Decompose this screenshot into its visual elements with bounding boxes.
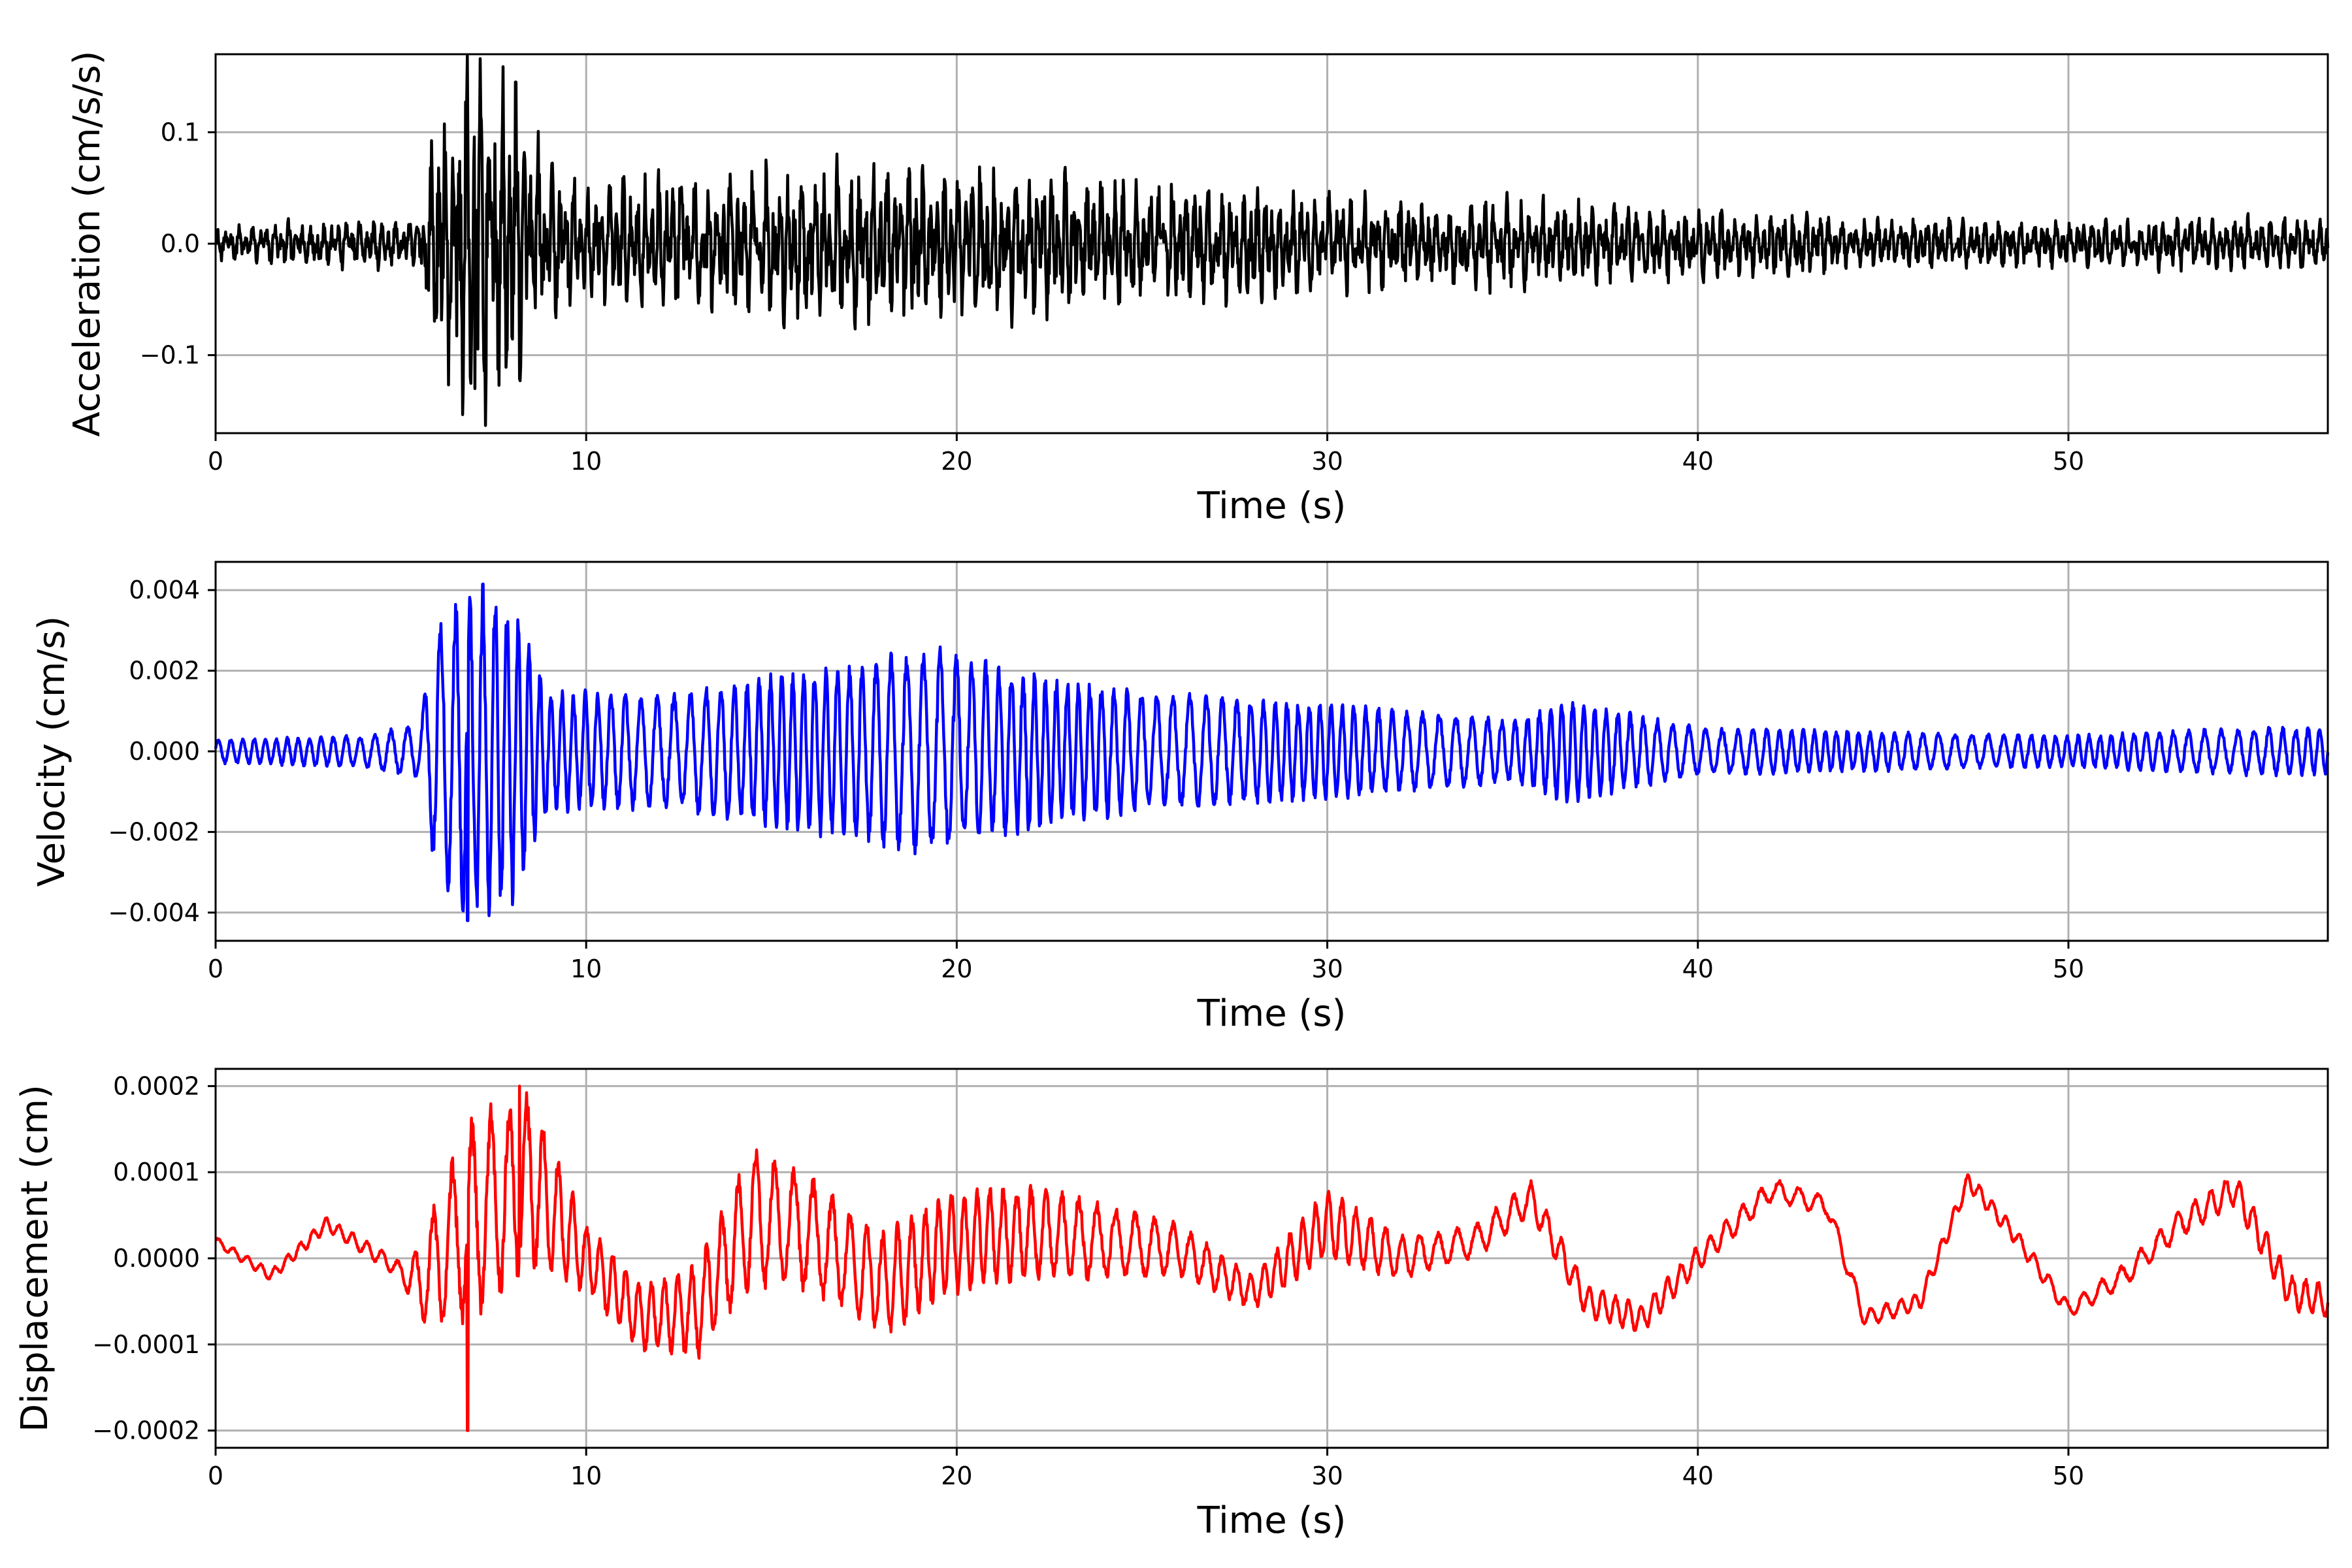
displacement-y-tick-label: 0.0002 [113, 1071, 200, 1100]
acceleration-series-line [214, 54, 2330, 427]
velocity-y-tick-label: −0.002 [108, 817, 200, 846]
acceleration-x-tick-label: 30 [1311, 447, 1343, 476]
velocity-y-axis-label: Velocity (cm/s) [31, 616, 73, 887]
displacement-series [214, 1085, 2330, 1432]
acceleration-x-tick-label: 40 [1682, 447, 1714, 476]
velocity-ticks: 0 10 20 30 40 50 −0.004 −0.002 0.000 0.002 0.004 [108, 576, 2084, 983]
displacement-panel: 0 10 20 30 40 50 −0.0002 −0.0001 0.0000 0.0001 0.0… [14, 1068, 2330, 1542]
displacement-x-tick-label: 30 [1311, 1462, 1343, 1490]
displacement-y-tick-label: −0.0001 [92, 1330, 200, 1359]
velocity-series-line [214, 582, 2330, 923]
acceleration-y-axis-label: Acceleration (cm/s/s) [66, 51, 108, 437]
acceleration-panel: 0 10 20 30 40 50 −0.1 0.0 0.1 Time (s) Accelerat… [66, 51, 2330, 527]
velocity-x-tick-label: 40 [1682, 955, 1714, 983]
displacement-series-line [214, 1085, 2330, 1432]
velocity-x-axis-label: Time (s) [1197, 992, 1347, 1035]
velocity-x-tick-label: 0 [208, 955, 223, 983]
velocity-x-tick-label: 10 [570, 955, 602, 983]
displacement-ticks: 0 10 20 30 40 50 −0.0002 −0.0001 0.0000 0.0001 0.0… [92, 1071, 2084, 1490]
velocity-y-tick-label: 0.002 [129, 657, 200, 685]
displacement-x-tick-label: 50 [2053, 1462, 2084, 1490]
acceleration-x-tick-label: 0 [208, 447, 223, 476]
displacement-y-axis-label: Displacement (cm) [14, 1085, 56, 1432]
displacement-x-tick-label: 40 [1682, 1462, 1714, 1490]
acceleration-y-tick-label: 0.0 [161, 229, 200, 258]
displacement-grid [214, 1069, 2328, 1448]
acceleration-y-tick-label: −0.1 [140, 341, 200, 370]
velocity-y-tick-label: 0.000 [129, 737, 200, 766]
acceleration-series [214, 54, 2330, 427]
velocity-y-tick-label: 0.004 [129, 576, 200, 604]
velocity-x-tick-label: 50 [2053, 955, 2084, 983]
velocity-x-tick-label: 30 [1311, 955, 1343, 983]
acceleration-x-tick-label: 50 [2053, 447, 2084, 476]
velocity-series [214, 582, 2330, 923]
displacement-x-tick-label: 0 [208, 1462, 223, 1490]
velocity-y-tick-label: −0.004 [108, 898, 200, 927]
displacement-y-tick-label: −0.0002 [92, 1416, 200, 1445]
acceleration-x-tick-label: 10 [570, 447, 602, 476]
acceleration-x-tick-label: 20 [941, 447, 972, 476]
displacement-x-tick-label: 20 [941, 1462, 972, 1490]
displacement-y-tick-label: 0.0001 [113, 1158, 200, 1186]
displacement-y-tick-label: 0.0000 [113, 1244, 200, 1273]
acceleration-y-tick-label: 0.1 [161, 118, 200, 146]
acceleration-x-axis-label: Time (s) [1197, 485, 1347, 527]
displacement-x-tick-label: 10 [570, 1462, 602, 1490]
displacement-x-axis-label: Time (s) [1197, 1499, 1347, 1542]
acceleration-ticks: 0 10 20 30 40 50 −0.1 0.0 0.1 [140, 118, 2084, 476]
velocity-panel: 0 10 20 30 40 50 −0.004 −0.002 0.000 0.002 0.004 T… [31, 561, 2330, 1035]
velocity-x-tick-label: 20 [941, 955, 972, 983]
